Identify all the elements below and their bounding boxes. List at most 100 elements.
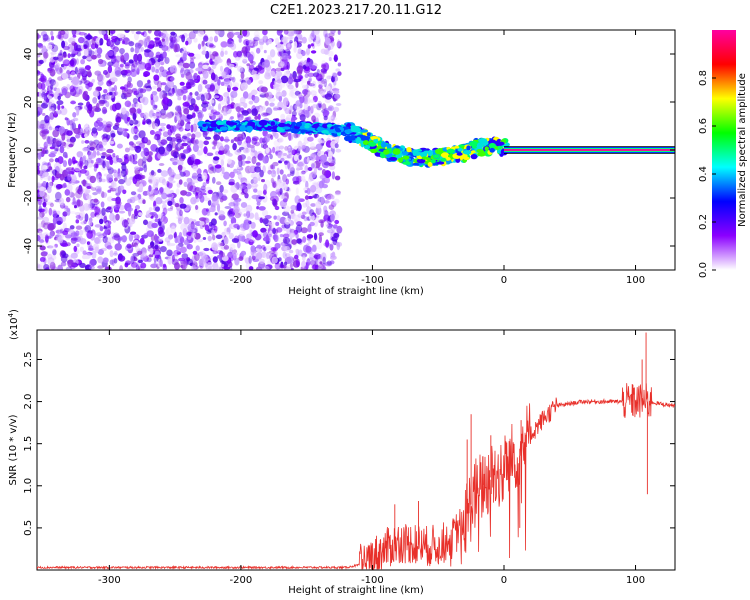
heatmap-noise-cell bbox=[95, 185, 102, 192]
heatmap-noise-cell bbox=[120, 235, 128, 243]
heatmap-noise-cell bbox=[106, 148, 114, 154]
heatmap-noise-cell bbox=[99, 30, 106, 35]
heatmap-noise-cell bbox=[48, 77, 53, 83]
heatmap-noise-cell bbox=[313, 167, 317, 176]
heatmap-noise-cell bbox=[99, 218, 104, 225]
heatmap-noise-cell bbox=[126, 207, 133, 212]
heatmap-noise-cell bbox=[279, 264, 285, 269]
heatmap-noise-cell bbox=[314, 258, 319, 265]
heatmap-noise-cell bbox=[253, 177, 258, 184]
heatmap-noise-cell bbox=[302, 202, 308, 208]
heatmap-noise-cell bbox=[115, 213, 120, 221]
heatmap-noise-cell bbox=[246, 210, 251, 218]
heatmap-noise-cell bbox=[250, 152, 255, 157]
heatmap-noise-cell bbox=[151, 91, 158, 96]
heatmap-noise-cell bbox=[214, 30, 221, 35]
heatmap-noise-cell bbox=[175, 114, 181, 122]
heatmap-noise-cell bbox=[130, 261, 138, 268]
heatmap-noise-cell bbox=[315, 73, 323, 81]
heatmap-noise-cell bbox=[169, 243, 176, 247]
heatmap-noise-cell bbox=[62, 59, 69, 65]
heatmap-noise-cell bbox=[109, 140, 115, 145]
heatmap-noise-cell bbox=[189, 56, 196, 60]
heatmap-noise-cell bbox=[69, 70, 76, 76]
heatmap-noise-cell bbox=[172, 37, 178, 46]
heatmap-noise-cell bbox=[275, 92, 283, 97]
heatmap-noise-cell bbox=[183, 181, 188, 187]
heatmap-noise-cell bbox=[191, 264, 197, 270]
heatmap-noise-cell bbox=[161, 38, 165, 42]
heatmap-noise-cell bbox=[284, 146, 289, 151]
heatmap-noise-cell bbox=[256, 47, 261, 54]
heatmap-noise-cell bbox=[206, 230, 212, 235]
heatmap-noise-cell bbox=[159, 122, 167, 127]
heatmap-noise-cell bbox=[253, 36, 260, 42]
heatmap-noise-cell bbox=[306, 57, 311, 63]
heatmap-ridge-cell bbox=[471, 141, 476, 147]
colorbar-tick-label: 0.2 bbox=[698, 214, 709, 230]
heatmap-noise-cell bbox=[325, 261, 333, 267]
heatmap-noise-cell bbox=[96, 175, 103, 184]
heatmap-noise-cell bbox=[209, 106, 214, 111]
heatmap-ridge-cell bbox=[380, 141, 387, 148]
heatmap-noise-cell bbox=[292, 180, 300, 185]
heatmap-noise-cell bbox=[316, 68, 320, 75]
heatmap-noise-cell bbox=[302, 84, 307, 90]
heatmap-noise-cell bbox=[306, 234, 314, 239]
heatmap-noise-cell bbox=[337, 62, 342, 67]
heatmap-noise-cell bbox=[87, 185, 93, 190]
heatmap-noise-cell bbox=[315, 155, 322, 162]
heatmap-noise-cell bbox=[326, 75, 330, 82]
heatmap-noise-cell bbox=[229, 266, 233, 270]
heatmap-noise-cell bbox=[182, 102, 190, 107]
heatmap-noise-cell bbox=[260, 227, 267, 233]
heatmap-noise-cell bbox=[227, 40, 235, 48]
heatmap-noise-cell bbox=[56, 100, 64, 106]
heatmap-noise-cell bbox=[178, 126, 184, 132]
heatmap-noise-cell bbox=[335, 241, 343, 247]
heatmap-noise-cell bbox=[143, 232, 149, 238]
heatmap-noise-cell bbox=[114, 200, 122, 206]
heatmap-noise-cell bbox=[287, 173, 291, 177]
heatmap-noise-cell bbox=[202, 107, 207, 112]
heatmap-noise-cell bbox=[331, 195, 335, 200]
heatmap-noise-cell bbox=[149, 130, 155, 135]
heatmap-noise-cell bbox=[145, 210, 152, 218]
heatmap-noise-cell bbox=[250, 221, 256, 229]
heatmap-noise-cell bbox=[86, 194, 92, 200]
heatmap-noise-cell bbox=[194, 131, 202, 138]
heatmap-noise-cell bbox=[246, 79, 252, 85]
heatmap-noise-cell bbox=[54, 148, 59, 152]
heatmap-noise-cell bbox=[167, 200, 173, 206]
heatmap-noise-cell bbox=[214, 225, 218, 233]
heatmap-noise-cell bbox=[160, 170, 169, 177]
heatmap-noise-cell bbox=[134, 145, 141, 149]
heatmap-ridge-cell bbox=[470, 154, 478, 160]
heatmap-noise-cell bbox=[153, 123, 158, 130]
heatmap-noise-cell bbox=[320, 79, 327, 87]
heatmap-ridge-cell bbox=[489, 147, 496, 153]
heatmap-noise-cell bbox=[292, 70, 297, 80]
heatmap-noise-cell bbox=[53, 110, 57, 117]
heatmap-noise-cell bbox=[247, 54, 254, 62]
snr-series-line bbox=[37, 383, 675, 570]
heatmap-ridge-cell bbox=[215, 120, 223, 125]
heatmap-noise-cell bbox=[68, 37, 76, 44]
heatmap-noise-cell bbox=[244, 160, 251, 164]
heatmap-noise-cell bbox=[202, 255, 209, 263]
figure-title: C2E1.2023.217.20.11.G12 bbox=[270, 3, 442, 18]
heatmap-noise-cell bbox=[261, 112, 269, 117]
heatmap-noise-cell bbox=[307, 105, 311, 112]
heatmap-noise-cell bbox=[66, 208, 71, 216]
heatmap-noise-cell bbox=[48, 60, 55, 68]
heatmap-noise-cell bbox=[137, 266, 141, 270]
heatmap-noise-cell bbox=[130, 155, 134, 164]
heatmap-noise-cell bbox=[139, 88, 147, 94]
heatmap-noise-cell bbox=[115, 192, 121, 196]
heatmap-noise-cell bbox=[228, 214, 235, 220]
heatmap-noise-cell bbox=[46, 139, 53, 147]
heatmap-noise-cell bbox=[96, 172, 100, 180]
heatmap-noise-cell bbox=[110, 96, 115, 101]
heatmap-noise-cell bbox=[248, 235, 254, 243]
heatmap-noise-cell bbox=[57, 156, 64, 165]
